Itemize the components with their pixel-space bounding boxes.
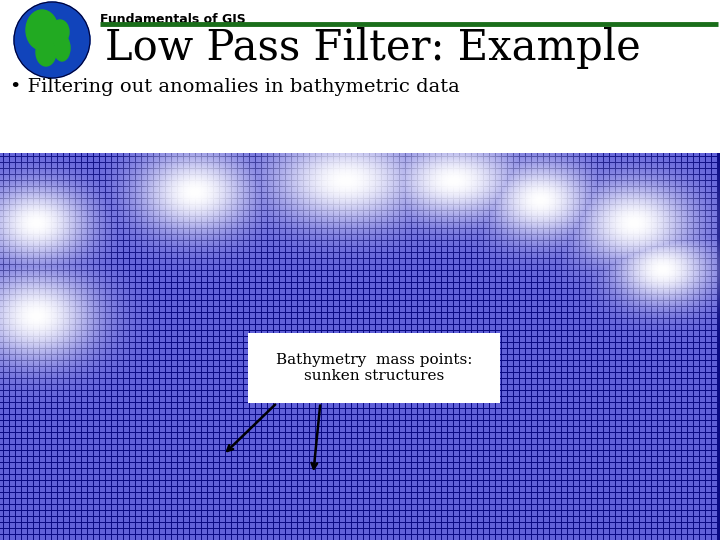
- Ellipse shape: [54, 35, 70, 61]
- Text: • Filtering out anomalies in bathymetric data: • Filtering out anomalies in bathymetric…: [10, 78, 460, 96]
- Text: Bathymetry  mass points:
sunken structures: Bathymetry mass points: sunken structure…: [276, 353, 472, 383]
- Bar: [248, 333, 500, 403]
- Bar: [0, 0, 720, 153]
- Ellipse shape: [51, 20, 69, 44]
- Text: Fundamentals of GIS: Fundamentals of GIS: [100, 13, 246, 26]
- Circle shape: [14, 2, 90, 78]
- Text: Low Pass Filter: Example: Low Pass Filter: Example: [105, 27, 641, 69]
- Ellipse shape: [26, 10, 58, 50]
- Ellipse shape: [36, 38, 56, 66]
